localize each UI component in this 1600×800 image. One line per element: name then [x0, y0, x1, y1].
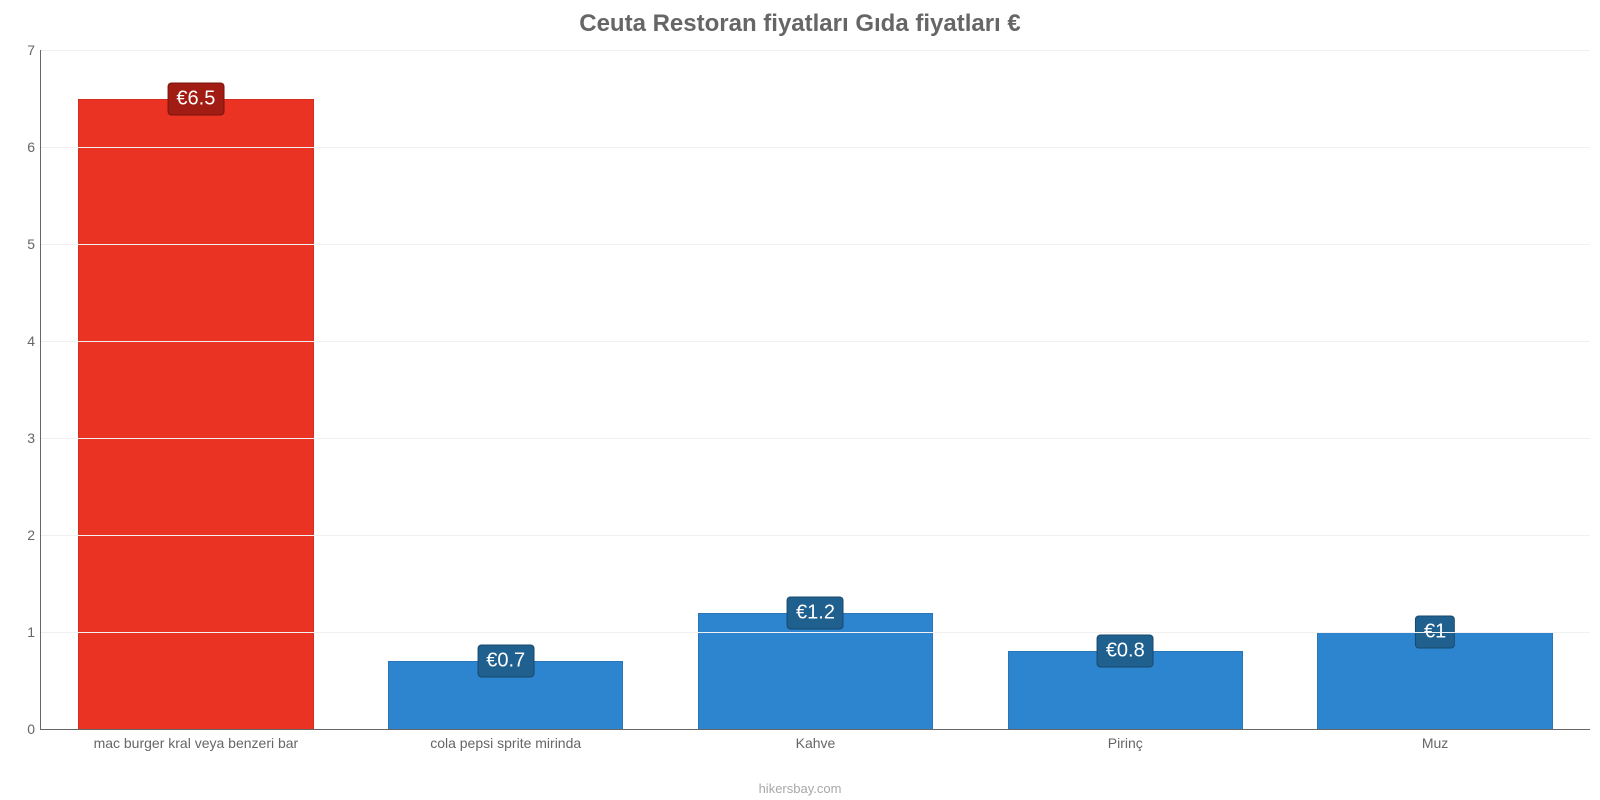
gridline	[41, 244, 1590, 245]
y-tick-label: 5	[27, 236, 41, 252]
bar-slot: €1.2Kahve	[661, 50, 971, 729]
bar-slot: €0.7cola pepsi sprite mirinda	[351, 50, 661, 729]
bar	[78, 99, 313, 729]
bar-value-label: €6.5	[167, 82, 224, 115]
bar-slot: €6.5mac burger kral veya benzeri bar	[41, 50, 351, 729]
bar-slot: €1Muz	[1280, 50, 1590, 729]
x-tick-label: Kahve	[796, 729, 836, 751]
y-tick-label: 6	[27, 139, 41, 155]
price-bar-chart: Ceuta Restoran fiyatları Gıda fiyatları …	[0, 0, 1600, 800]
credit-label: hikersbay.com	[0, 781, 1600, 796]
gridline	[41, 147, 1590, 148]
gridline	[41, 632, 1590, 633]
y-tick-label: 3	[27, 430, 41, 446]
y-tick-label: 0	[27, 721, 41, 737]
x-tick-label: cola pepsi sprite mirinda	[430, 729, 581, 751]
bar-slot: €0.8Pirinç	[970, 50, 1280, 729]
x-tick-label: mac burger kral veya benzeri bar	[94, 729, 299, 751]
gridline	[41, 438, 1590, 439]
plot-area: €6.5mac burger kral veya benzeri bar€0.7…	[40, 50, 1590, 730]
bar-value-label: €0.7	[477, 645, 534, 678]
gridline	[41, 341, 1590, 342]
bars-layer: €6.5mac burger kral veya benzeri bar€0.7…	[41, 50, 1590, 729]
bar	[698, 613, 933, 729]
y-tick-label: 2	[27, 527, 41, 543]
gridline	[41, 50, 1590, 51]
y-tick-label: 7	[27, 42, 41, 58]
chart-title: Ceuta Restoran fiyatları Gıda fiyatları …	[0, 10, 1600, 38]
bar-value-label: €0.8	[1097, 635, 1154, 668]
y-tick-label: 4	[27, 333, 41, 349]
x-tick-label: Pirinç	[1108, 729, 1143, 751]
bar-value-label: €1.2	[787, 596, 844, 629]
y-tick-label: 1	[27, 624, 41, 640]
gridline	[41, 535, 1590, 536]
x-tick-label: Muz	[1422, 729, 1448, 751]
